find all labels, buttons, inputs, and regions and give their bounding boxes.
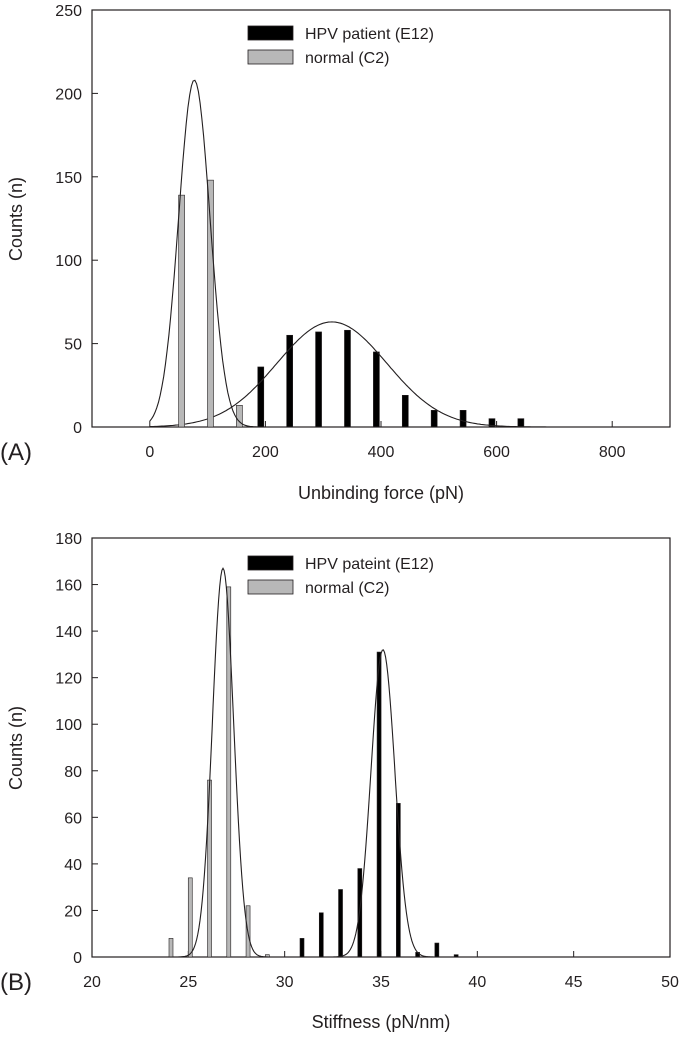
tick-group-a: 0 50 100 150 200 250 0 200 400 600 800 <box>55 3 625 461</box>
y-tick-label: 100 <box>55 717 82 734</box>
x-tick-label: 800 <box>599 444 626 461</box>
y-tick-label: 0 <box>73 420 82 437</box>
y-tick-label: 250 <box>55 3 82 20</box>
legend-swatch-normal-a <box>247 49 294 65</box>
x-tick-label: 0 <box>145 444 154 461</box>
y-tick-label: 200 <box>55 86 82 103</box>
bar-hpv <box>344 329 351 428</box>
bar-normal <box>207 179 214 428</box>
bar-hpv <box>299 938 305 958</box>
bar-hpv <box>401 395 409 428</box>
x-tick-label: 30 <box>276 974 294 991</box>
y-tick-label: 150 <box>55 170 82 187</box>
x-tick-label: 400 <box>368 444 395 461</box>
chart-panel-a: 0 50 100 150 200 250 0 200 400 600 800 HPV patient… <box>0 3 671 503</box>
legend-swatch-normal-b <box>247 579 294 595</box>
panel-label-a: (A) <box>0 439 32 466</box>
legend-b: HPV pateint (E12) normal (C2) <box>247 555 434 597</box>
mark-group-b <box>120 567 670 958</box>
x-axis-title-a: Unbinding force (pN) <box>298 483 464 503</box>
x-tick-label: 50 <box>661 974 679 991</box>
panel-label-b: (B) <box>0 969 32 996</box>
y-axis-title-b: Counts (n) <box>6 706 26 790</box>
fit-curve-hpv <box>120 649 670 958</box>
bar-hpv <box>459 410 467 428</box>
bar-hpv <box>338 889 343 958</box>
y-tick-label: 100 <box>55 253 82 270</box>
bar-normal <box>187 877 193 958</box>
x-tick-label: 45 <box>565 974 583 991</box>
y-tick-label: 40 <box>64 857 82 874</box>
fit-curve-hpv <box>149 321 670 428</box>
bar-normal <box>168 938 174 958</box>
mark-group-a <box>149 79 670 428</box>
legend-swatch-hpv-b <box>247 555 294 571</box>
legend-label-hpv-b: HPV pateint (E12) <box>305 556 434 573</box>
bar-hpv <box>257 366 265 428</box>
bar-hpv <box>517 418 525 428</box>
bar-hpv <box>434 942 440 958</box>
x-tick-label: 20 <box>83 974 101 991</box>
x-tick-label: 25 <box>179 974 197 991</box>
y-tick-label: 120 <box>55 671 82 688</box>
legend-label-normal-a: normal (C2) <box>305 50 389 67</box>
legend-a: HPV patient (E12) normal (C2) <box>247 25 434 67</box>
x-tick-label: 600 <box>483 444 510 461</box>
x-tick-label: 200 <box>252 444 279 461</box>
y-tick-label: 80 <box>64 764 82 781</box>
y-tick-label: 180 <box>55 531 82 548</box>
fit-curve-normal <box>149 79 670 428</box>
legend-label-hpv-a: HPV patient (E12) <box>305 26 434 43</box>
y-tick-label: 20 <box>64 903 82 920</box>
fit-curve-normal <box>120 567 670 958</box>
legend-label-normal-b: normal (C2) <box>305 580 389 597</box>
y-tick-label: 0 <box>73 950 82 967</box>
x-tick-label: 40 <box>468 974 486 991</box>
bar-normal <box>226 586 232 958</box>
y-axis-title-a: Counts (n) <box>6 177 26 261</box>
y-tick-label: 160 <box>55 578 82 595</box>
bar-hpv <box>376 651 382 958</box>
bar-hpv <box>318 912 324 958</box>
bar-normal <box>236 405 243 428</box>
x-axis-title-b: Stiffness (pN/nm) <box>312 1012 451 1032</box>
bar-hpv <box>373 351 380 428</box>
bar-hpv <box>430 410 438 428</box>
bar-normal <box>178 194 185 428</box>
bar-hpv <box>315 331 322 428</box>
y-tick-label: 50 <box>64 337 82 354</box>
y-tick-label: 140 <box>55 624 82 641</box>
y-tick-label: 60 <box>64 810 82 827</box>
legend-swatch-hpv-a <box>247 25 294 41</box>
x-tick-label: 35 <box>372 974 390 991</box>
